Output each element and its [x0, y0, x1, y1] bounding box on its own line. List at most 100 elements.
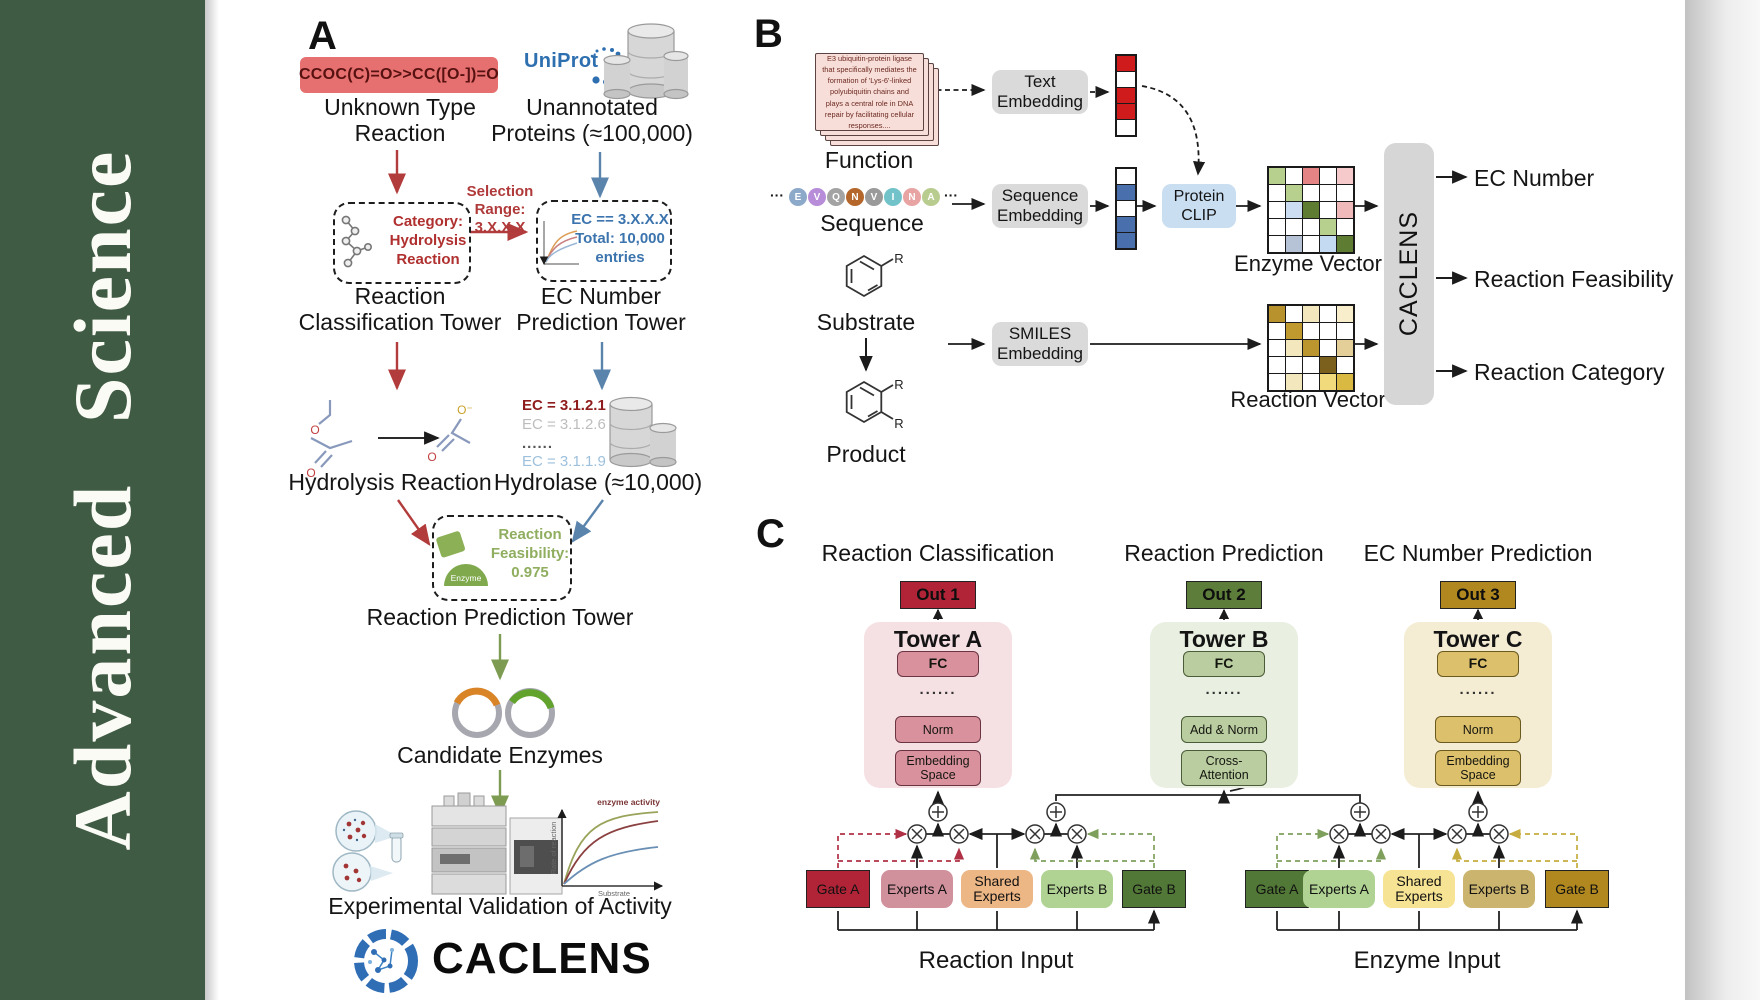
caclens-module-label: CACLENS [1394, 211, 1423, 337]
output-ec-number: EC Number [1474, 165, 1595, 191]
oxygen-label-1: O [310, 423, 319, 437]
acetate-structure [436, 418, 471, 452]
tower-b-title: Tower B [1179, 626, 1269, 652]
arrow-blue-diag [571, 499, 604, 543]
ec-item-1: EC = 3.1.2.1 [522, 397, 606, 414]
moe-left-gate-a: Gate A [806, 870, 870, 908]
database-icon-hydrolase [609, 396, 677, 468]
moe-left-experts-a: Experts A [881, 870, 953, 908]
substrate-structure [845, 254, 894, 298]
journal-title: Advanced Science [56, 149, 148, 851]
panel-c-operators [907, 802, 1509, 844]
add-ops [928, 802, 1488, 822]
text-embedding-box: Text Embedding [992, 70, 1088, 114]
ec-prediction-tower-label: EC Number Prediction Tower [516, 283, 686, 335]
out-1-box: Out 1 [900, 581, 976, 609]
panel-c-gate-lines [837, 828, 1578, 868]
protein-clip-box: Protein CLIP [1162, 184, 1236, 228]
reaction-prediction-tower-label: Reaction Prediction Tower [366, 604, 634, 630]
classification-tower-label: Reaction Classification Tower [298, 283, 502, 335]
function-card-text: E3 ubiquitin-protein ligase that specifi… [822, 54, 917, 130]
ethyl-acetate-structure [310, 400, 353, 468]
tower-c-fc: FC [1437, 651, 1519, 677]
r-group-label-2: R [894, 377, 903, 392]
product-structure [845, 380, 894, 424]
panel-b-arrows [859, 83, 1468, 378]
oxylate-label: O⁻ [457, 403, 473, 417]
moe-right-experts-a: Experts A [1303, 870, 1375, 908]
heading-reaction-classification: Reaction Classification [821, 540, 1055, 566]
tower-b-add-norm: Add & Norm [1181, 716, 1267, 743]
moe-right-shared-experts: Shared Experts [1383, 870, 1455, 908]
gate-a2-line-2 [1277, 847, 1387, 862]
oxygen-label-3: O [427, 450, 436, 464]
tower-a-dots: ...... [919, 681, 957, 698]
database-icon-unannotated [603, 23, 689, 100]
panel-c-label: C [756, 512, 785, 556]
reaction-vector-matrix [1267, 304, 1355, 392]
plot-ylabel: Rate of reaction [549, 822, 558, 875]
feasibility-text: Reaction Feasibility: 0.975 [490, 526, 570, 581]
output-reaction-feasibility: Reaction Feasibility [1474, 266, 1674, 292]
screening-icon [332, 810, 404, 892]
unknown-reaction-label: Unknown Type Reaction [324, 94, 476, 146]
function-label: Function [824, 147, 914, 173]
moe-right-gate-a: Gate A [1245, 870, 1309, 908]
category-dashed-box [333, 202, 471, 284]
tower-a-norm: Norm [895, 716, 981, 743]
tower-c-title: Tower C [1433, 626, 1523, 652]
candidate-enzymes-label: Candidate Enzymes [397, 742, 603, 768]
smiles-embedding-box: SMILES Embedding [992, 322, 1088, 366]
kinetics-plot-icon: enzyme activity Rate of reaction Substra… [549, 797, 664, 898]
plasmid-icons [452, 687, 555, 738]
enzyme-vector-matrix [1267, 166, 1355, 254]
selection-range-label: Selection Range: 3.X.X.X [466, 183, 534, 236]
hydrolase-label: Hydrolase (≈10,000) [493, 469, 703, 495]
tower-a-fc: FC [897, 651, 979, 677]
ec-item-2: EC = 3.1.2.6 [522, 415, 606, 433]
plot-curve-label: enzyme activity [597, 797, 660, 807]
tower-c-norm: Norm [1435, 716, 1521, 743]
tower-a-embedding-space: Embedding Space [895, 750, 981, 786]
tower-c-dots: ...... [1459, 681, 1497, 698]
sequence-dots-left: ··· [770, 187, 784, 203]
arrow-text-vector-to-clip [1141, 85, 1206, 176]
gate-b-line-2 [1029, 847, 1154, 862]
uniprot-logo-text: UniProt [524, 50, 599, 72]
out-2-box: Out 2 [1186, 581, 1262, 609]
sequence-label: Sequence [820, 210, 924, 236]
tower-b-cross-attention: Cross- Attention [1181, 750, 1267, 786]
tower-a-title: Tower A [893, 626, 983, 652]
unannotated-proteins-label: Unannotated Proteins (≈100,000) [491, 94, 693, 146]
out-3-box: Out 3 [1440, 581, 1516, 609]
smiles-reaction-box: CCOC(C)=O>>CC([O-])=O [299, 57, 499, 93]
output-reaction-category: Reaction Category [1474, 359, 1665, 385]
moe-left-gate-b: Gate B [1122, 870, 1186, 908]
enzyme-input-label: Enzyme Input [1353, 947, 1501, 974]
substrate-label: Substrate [816, 309, 916, 335]
moe-right-experts-b: Experts B [1463, 870, 1535, 908]
product-label: Product [826, 441, 906, 467]
panel-b-label: B [754, 12, 783, 56]
gate-b-line-1 [1086, 828, 1155, 868]
ec-result-list: EC = 3.1.2.1 EC = 3.1.2.6 ...... EC = 3.… [522, 397, 606, 472]
gate-a-line-1 [837, 828, 908, 868]
reaction-input-label: Reaction Input [918, 947, 1074, 974]
tower-a: Tower A FC ...... Norm Embedding Space [864, 622, 1012, 788]
heading-ec-number-prediction: EC Number Prediction [1363, 540, 1593, 566]
feasibility-dashed-box [432, 515, 572, 601]
arrow-red-diag [397, 499, 431, 546]
sequence-embedding-box: Sequence Embedding [992, 184, 1088, 228]
hplc-instrument-icon [431, 792, 563, 895]
page-edge-shadow-right [1685, 0, 1760, 1000]
heading-reaction-prediction: Reaction Prediction [1124, 540, 1324, 566]
tower-b-dots: ...... [1205, 681, 1243, 698]
caclens-module-box: CACLENS [1384, 143, 1434, 405]
gate-b2-line-2 [1451, 847, 1577, 862]
ec-box-text: EC == 3.X.X.X Total: 10,000 entries [571, 211, 669, 266]
ec-dashed-box [536, 200, 672, 282]
ec-item-3: EC = 3.1.1.9 [522, 453, 606, 471]
tower-b-fc: FC [1183, 651, 1265, 677]
moe-right-gate-b: Gate B [1545, 870, 1609, 908]
